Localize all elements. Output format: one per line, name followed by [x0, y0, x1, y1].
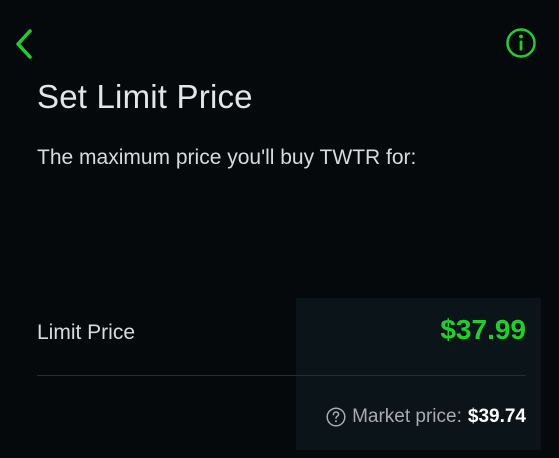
- market-price-value: $39.74: [467, 406, 526, 427]
- market-price-row: Market price: $39.74: [326, 406, 526, 428]
- divider: [37, 375, 526, 376]
- info-button[interactable]: [505, 27, 537, 59]
- limit-price-value[interactable]: $37.99: [440, 314, 526, 345]
- market-price-label: Market price:: [352, 406, 462, 427]
- page-title: Set Limit Price: [37, 78, 253, 115]
- chevron-left-icon: [16, 29, 32, 59]
- limit-price-label: Limit Price: [37, 321, 136, 344]
- question-circle-icon[interactable]: [326, 407, 346, 427]
- info-icon: [506, 28, 536, 58]
- back-button[interactable]: [10, 26, 38, 62]
- price-entry-panel: [296, 298, 541, 450]
- page-subtitle: The maximum price you'll buy TWTR for:: [37, 146, 417, 169]
